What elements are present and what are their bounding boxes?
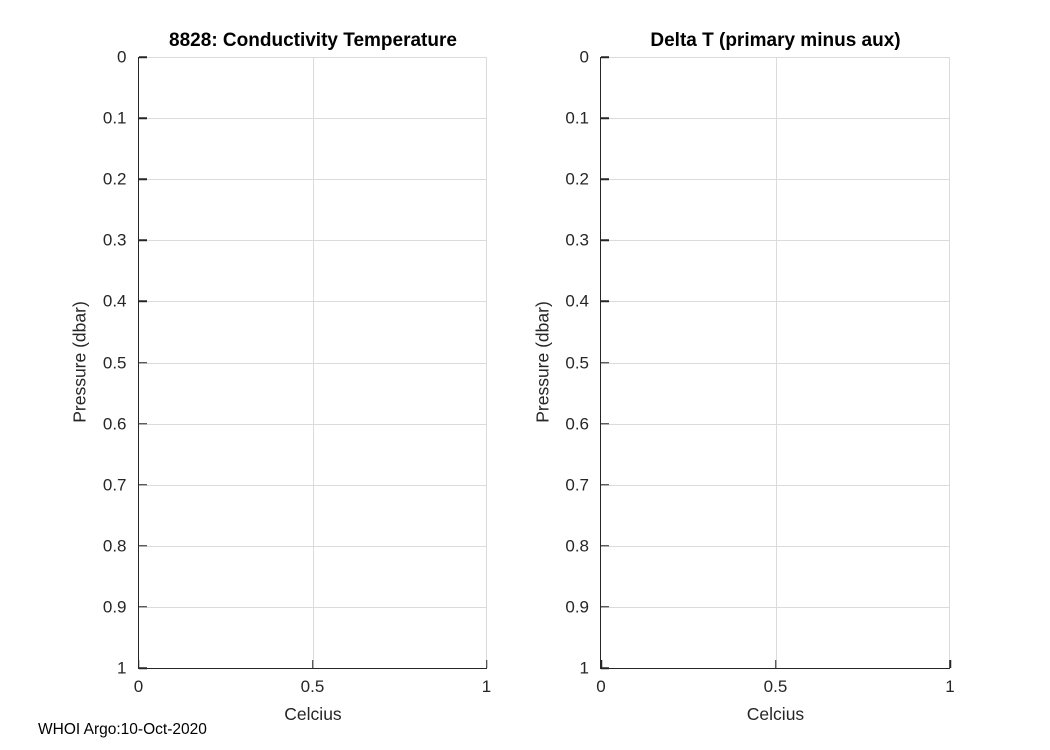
y-tick-mark xyxy=(138,483,147,486)
y-tick-mark xyxy=(138,178,147,180)
h-gridline xyxy=(601,546,950,547)
y-tick-mark xyxy=(138,422,147,425)
left-chart-title: 8828: Conductivity Temperature xyxy=(169,30,457,51)
x-tick-mark xyxy=(311,660,314,668)
y-tick-label: 0.1 xyxy=(102,108,127,128)
h-gridline xyxy=(601,301,950,302)
y-tick-label: 0.9 xyxy=(102,597,127,617)
x-tick-label: 0 xyxy=(133,677,144,696)
h-gridline xyxy=(601,240,950,241)
y-tick-label: 0.3 xyxy=(565,230,589,250)
y-tick-label: 0 xyxy=(117,47,127,67)
y-tick-mark xyxy=(601,361,609,364)
y-tick-label: 1 xyxy=(579,658,589,678)
right-x-axis-label: Celcius xyxy=(746,704,805,724)
y-tick-mark xyxy=(601,483,609,486)
x-tick-mark xyxy=(949,660,951,668)
y-tick-label: 0.8 xyxy=(565,536,589,556)
y-tick-label: 1 xyxy=(117,658,127,678)
y-tick-label: 0.4 xyxy=(102,291,127,311)
watermark-text: WHOI Argo:10-Oct-2020 xyxy=(38,721,207,738)
h-gridline xyxy=(601,424,950,425)
y-tick-mark xyxy=(601,178,609,180)
y-tick-mark xyxy=(601,422,609,425)
v-gridline xyxy=(949,57,950,668)
h-gridline xyxy=(601,57,950,58)
y-tick-mark xyxy=(601,606,609,608)
left-x-axis-label: Celcius xyxy=(284,704,342,724)
y-tick-mark xyxy=(601,545,609,547)
x-tick-label: 0.5 xyxy=(763,677,788,696)
y-tick-label: 0.9 xyxy=(565,597,589,617)
right-plot-area: 0 0.1 0.2 0.3 0.4 0.5 0.6 0.7 0.8 0.9 1 0 0.5 1 xyxy=(565,49,954,696)
y-tick-label: 0.5 xyxy=(565,353,589,372)
h-gridline xyxy=(601,118,950,119)
x-tick-label: 1 xyxy=(481,677,492,696)
y-tick-mark xyxy=(138,56,147,58)
h-gridline xyxy=(601,179,950,180)
left-y-axis-label: Pressure (dbar) xyxy=(69,301,90,423)
h-gridline xyxy=(601,363,950,364)
y-tick-label: 0.7 xyxy=(102,475,127,495)
y-tick-mark xyxy=(138,667,147,669)
y-tick-mark xyxy=(601,300,609,303)
y-tick-mark xyxy=(601,117,609,119)
x-tick-label: 0 xyxy=(596,677,606,696)
y-tick-mark xyxy=(138,117,147,119)
x-tick-label: 0.5 xyxy=(300,677,325,696)
y-tick-label: 0 xyxy=(579,47,589,67)
v-gridline xyxy=(776,57,777,668)
y-tick-label: 0.7 xyxy=(565,475,589,495)
left-plot-area: 0 0.1 0.2 0.3 0.4 0.5 0.6 0.7 0.8 0.9 1 0 0.5 1 xyxy=(103,49,491,696)
y-tick-label: 0.5 xyxy=(102,353,127,372)
y-tick-mark xyxy=(138,361,147,364)
v-gridline xyxy=(312,57,314,668)
y-tick-label: 0.6 xyxy=(102,414,127,434)
y-tick-mark xyxy=(138,239,147,242)
x-tick-mark xyxy=(485,660,488,668)
right-chart-title: Delta T (primary minus aux) xyxy=(650,30,901,51)
y-tick-label: 0.2 xyxy=(102,169,127,189)
h-gridline xyxy=(601,607,950,608)
y-tick-mark xyxy=(601,56,609,58)
x-tick-mark xyxy=(774,660,777,668)
y-tick-mark xyxy=(601,239,609,242)
x-tick-mark xyxy=(600,660,602,668)
y-tick-label: 0.3 xyxy=(102,230,127,250)
y-tick-label: 0.1 xyxy=(565,108,589,128)
x-tick-label: 1 xyxy=(945,677,955,696)
y-tick-mark xyxy=(601,667,609,669)
y-tick-label: 0.6 xyxy=(565,414,589,434)
h-gridline xyxy=(601,485,950,486)
y-tick-mark xyxy=(138,300,147,303)
y-tick-label: 0.4 xyxy=(565,291,589,311)
y-tick-label: 0.2 xyxy=(565,169,589,189)
y-tick-label: 0.8 xyxy=(102,536,127,556)
right-y-axis-label: Pressure (dbar) xyxy=(532,301,553,423)
y-tick-mark xyxy=(138,545,147,547)
y-tick-mark xyxy=(138,606,147,608)
x-tick-mark xyxy=(137,660,140,668)
v-gridline xyxy=(485,57,487,668)
